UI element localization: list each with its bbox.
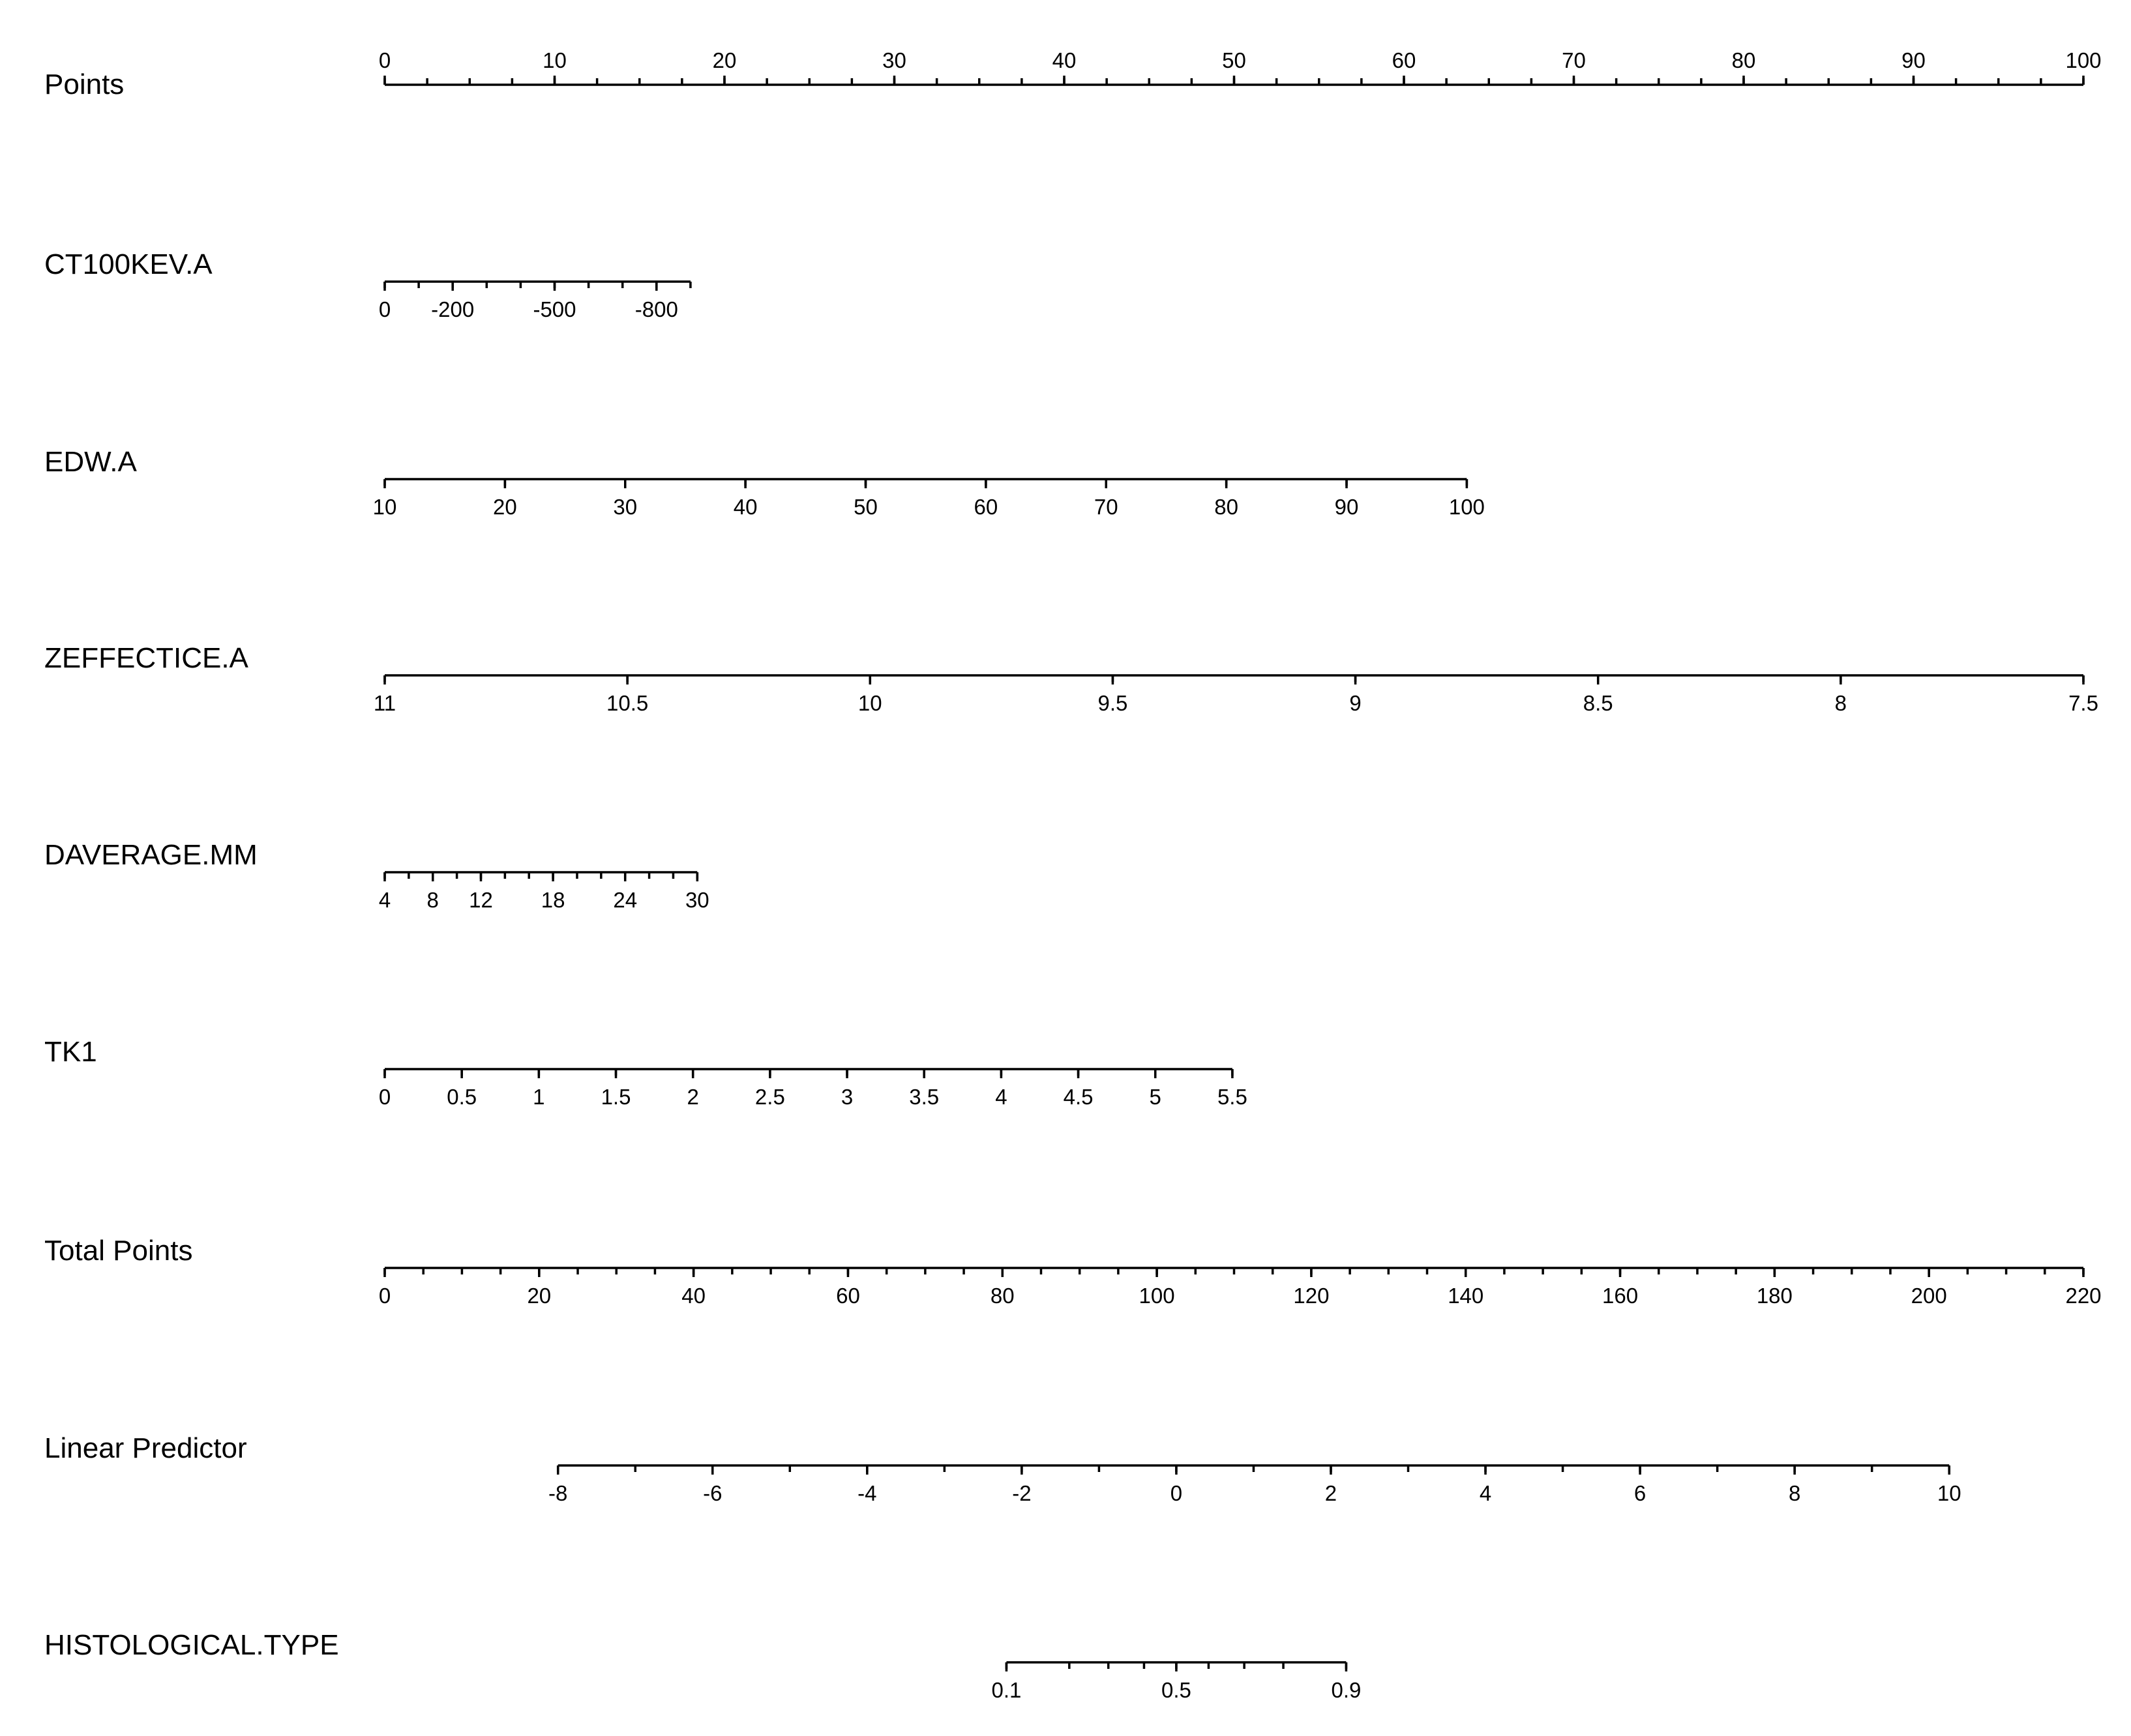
scale-tk1: TK1 0 0.5 1 1.5 2 2.5 3 3.5 4 4.5 5 5.5 — [44, 1036, 1247, 1109]
tick-label: 5 — [1150, 1085, 1161, 1109]
tick-label: 120 — [1293, 1284, 1329, 1308]
tick-label: -8 — [548, 1481, 567, 1505]
tick-label: 1 — [533, 1085, 544, 1109]
scale-label-tk1: TK1 — [44, 1036, 97, 1068]
tick-label: 50 — [1222, 48, 1246, 72]
tick-label: 20 — [713, 48, 737, 72]
tick-label: 0.5 — [1161, 1678, 1191, 1702]
scale-label-total-points: Total Points — [44, 1235, 192, 1267]
tick-label: 6 — [1634, 1481, 1646, 1505]
tick-label: 12 — [469, 888, 493, 912]
tick-label: 2 — [687, 1085, 699, 1109]
tick-label: 30 — [613, 495, 637, 519]
tick-label: 10 — [858, 691, 882, 715]
tick-label: 60 — [974, 495, 998, 519]
scale-total-points: Total Points 0 20 40 60 80 100 120 140 160 180 200 2… — [44, 1235, 2102, 1308]
scale-label-zeffectice-a: ZEFFECTICE.A — [44, 642, 249, 674]
scale-points: Points 0 10 20 30 40 50 60 70 80 90 100 — [44, 48, 2102, 100]
tick-label: 0 — [379, 1284, 391, 1308]
tick-label: 20 — [527, 1284, 551, 1308]
scale-label-linear-predictor: Linear Predictor — [44, 1432, 247, 1464]
tick-label: 90 — [1335, 495, 1359, 519]
scale-label-histological-type: HISTOLOGICAL.TYPE — [44, 1629, 339, 1661]
tick-label: 24 — [613, 888, 637, 912]
tick-label: 0.9 — [1331, 1678, 1361, 1702]
tick-label: -2 — [1012, 1481, 1031, 1505]
scale-linear-predictor: Linear Predictor -8 -6 -4 -2 0 2 4 6 8 10 — [44, 1432, 1961, 1505]
tick-label: 10 — [373, 495, 397, 519]
scale-ct100kev-a: CT100KEV.A 0 -200 -500 -800 — [44, 248, 692, 321]
tick-label: 8 — [1835, 691, 1847, 715]
scale-zeffectice-a: ZEFFECTICE.A 11 10.5 10 9.5 9 8.5 8 7.5 — [44, 642, 2098, 715]
tick-label: 3 — [841, 1085, 853, 1109]
scale-edw-a: EDW.A 10 20 30 40 50 60 70 80 90 100 — [44, 446, 1485, 519]
tick-label: 50 — [854, 495, 878, 519]
tick-label: -6 — [703, 1481, 722, 1505]
tick-label: 0.1 — [991, 1678, 1021, 1702]
tick-label: 2.5 — [755, 1085, 785, 1109]
tick-label: 18 — [541, 888, 565, 912]
tick-label: 160 — [1602, 1284, 1638, 1308]
scale-label-points: Points — [44, 68, 124, 100]
tick-label: 10 — [543, 48, 567, 72]
tick-label: 180 — [1757, 1284, 1793, 1308]
tick-label: 80 — [991, 1284, 1015, 1308]
tick-label: 40 — [681, 1284, 706, 1308]
tick-label: 40 — [1052, 48, 1077, 72]
tick-label: 0 — [1170, 1481, 1182, 1505]
tick-label: 100 — [1449, 495, 1485, 519]
tick-label: 8.5 — [1583, 691, 1613, 715]
tick-label: 60 — [1392, 48, 1416, 72]
tick-label: 0 — [379, 48, 391, 72]
tick-label: -4 — [857, 1481, 876, 1505]
tick-label: -800 — [635, 297, 678, 321]
tick-label: 70 — [1562, 48, 1586, 72]
tick-label: 200 — [1911, 1284, 1947, 1308]
tick-label: 0 — [379, 1085, 391, 1109]
tick-label: 9 — [1349, 691, 1361, 715]
tick-label: 100 — [1139, 1284, 1175, 1308]
tick-label: 8 — [1789, 1481, 1800, 1505]
tick-label: 1.5 — [601, 1085, 631, 1109]
tick-label: -500 — [533, 297, 576, 321]
tick-label: 8 — [427, 888, 439, 912]
scale-daverage-mm: DAVERAGE.MM 4 8 12 18 24 30 — [44, 839, 709, 912]
tick-label: -200 — [431, 297, 474, 321]
tick-label: 4.5 — [1064, 1085, 1094, 1109]
tick-label: 80 — [1732, 48, 1756, 72]
tick-label: 70 — [1094, 495, 1118, 519]
tick-label: 7.5 — [2068, 691, 2098, 715]
tick-label: 140 — [1448, 1284, 1483, 1308]
scale-label-ct100kev-a: CT100KEV.A — [44, 248, 213, 280]
tick-label: 0 — [379, 297, 391, 321]
tick-label: 10.5 — [606, 691, 648, 715]
tick-label: 4 — [379, 888, 391, 912]
tick-label: 11 — [374, 691, 396, 715]
tick-label: 220 — [2065, 1284, 2101, 1308]
tick-label: 100 — [2065, 48, 2101, 72]
tick-label: 3.5 — [909, 1085, 939, 1109]
tick-label: 5.5 — [1217, 1085, 1247, 1109]
tick-label: 20 — [493, 495, 517, 519]
scale-histological-type: HISTOLOGICAL.TYPE 0.1 0.5 0.9 — [44, 1629, 1361, 1702]
tick-label: 2 — [1325, 1481, 1337, 1505]
scale-label-edw-a: EDW.A — [44, 446, 137, 478]
tick-label: 90 — [1901, 48, 1926, 72]
tick-label: 60 — [836, 1284, 860, 1308]
tick-label: 30 — [882, 48, 906, 72]
tick-label: 80 — [1214, 495, 1238, 519]
tick-label: 9.5 — [1097, 691, 1127, 715]
tick-label: 0.5 — [447, 1085, 477, 1109]
tick-label: 10 — [1937, 1481, 1961, 1505]
tick-label: 4 — [995, 1085, 1007, 1109]
tick-label: 30 — [685, 888, 709, 912]
tick-label: 4 — [1480, 1481, 1491, 1505]
scale-label-daverage-mm: DAVERAGE.MM — [44, 839, 258, 871]
tick-label: 40 — [734, 495, 758, 519]
